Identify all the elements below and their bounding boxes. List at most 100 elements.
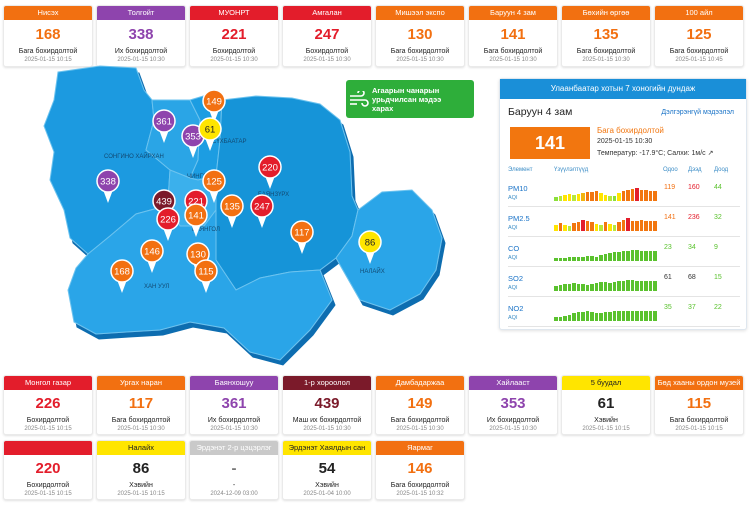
trend-bar [567,257,571,261]
pollutant-row[interactable]: SO2 AQI 61 68 15 [508,267,740,297]
station-marker[interactable]: 135 [220,194,244,228]
trend-bar [621,220,625,231]
col-now: Одоо [663,167,678,173]
station-marker[interactable]: 115 [194,259,218,293]
station-card[interactable]: Толгойт 338 Их бохирдолтой 2025-01-15 10… [96,5,186,67]
pollutant-row[interactable]: NO2 AQI 35 37 22 [508,297,740,327]
trend-bar [567,315,571,321]
station-card[interactable]: Нисэх 168 Бага бохирдолтой 2025-01-15 10… [3,5,93,67]
trend-bar [630,221,634,231]
district-map[interactable]: СОНГИНО ХАЙРХАН ЧИНГЭЛТЭЙ СҮХБААТАР БАЯН… [40,60,450,370]
pollutant-row[interactable]: PM2.5 AQI 141 236 32 [508,207,740,237]
station-marker[interactable]: 149 [202,89,226,123]
station-card[interactable]: Амгалан 247 Бохирдолтой 2025-01-15 10:30 [282,5,372,67]
station-time: 2025-01-15 10:30 [210,57,258,63]
station-card[interactable]: Баянхошуу 361 Их бохирдолтой 2025-01-15 … [189,375,279,435]
details-link[interactable]: Дэлгэрэнгүй мэдээлэл [661,109,734,116]
trend-bar [644,251,648,261]
station-card[interactable]: Бөд хааны ордон музей 115 Бага бохирдолт… [654,375,744,435]
station-level: Бага бохирдолтой [669,417,729,424]
station-marker[interactable]: 338 [96,169,120,203]
station-marker[interactable]: 86 [358,230,382,264]
wind-direction-icon: ↗ [707,150,714,157]
station-time: 2025-01-15 10:15 [24,57,72,63]
station-card[interactable]: 100 айл 125 Бага бохирдолтой 2025-01-15 … [654,5,744,67]
station-name: Эрдэнэт 2-р цэцэрлэг [190,441,278,455]
district-label: СОНГИНО ХАЙРХАН [104,152,164,160]
trend-bar [554,317,558,321]
trend-bar [590,284,594,291]
station-marker[interactable]: 146 [140,239,164,273]
station-marker-value: 221 [188,197,204,208]
station-time: 2025-01-15 10:30 [117,57,165,63]
station-time: 2025-01-15 10:30 [489,426,537,432]
station-name: Баруун 4 зам [469,6,557,20]
district-nalaikh[interactable] [335,189,443,311]
station-card[interactable]: Яармаг 146 Бага бохирдолтой 2025-01-15 1… [375,440,465,500]
station-marker[interactable]: 361 [152,109,176,143]
station-aqi: 86 [132,460,150,477]
station-marker[interactable]: 220 [258,155,282,189]
trend-bar [653,311,657,321]
station-aqi: 117 [128,395,154,412]
station-aqi: 247 [314,26,340,43]
trend-bar [648,191,652,201]
trend-bar [630,280,634,291]
trend-bar [639,251,643,261]
station-marker[interactable]: 168 [110,259,134,293]
station-aqi: 61 [597,395,615,412]
station-card[interactable]: Дамбадаржаа 149 Бага бохирдолтой 2025-01… [375,375,465,435]
station-card[interactable]: Мишээл экспо 130 Бага бохирдолтой 2025-0… [375,5,465,67]
trend-bar [648,251,652,261]
pollutant-unit: AQI [508,315,518,321]
trend-bar [644,221,648,231]
station-name: 1-р хороолол [283,376,371,390]
trend-bar [567,194,571,201]
station-marker[interactable]: 226 [156,207,180,241]
trend-bar [572,313,576,321]
trend-bar [612,282,616,291]
trend-bar [594,191,598,201]
station-card[interactable]: Налайх 86 Хэвийн 2025-01-15 10:15 [96,440,186,500]
station-marker-value: 338 [100,177,116,188]
station-card[interactable]: Монгол газар 226 Бохирдолтой 2025-01-15 … [3,375,93,435]
station-marker[interactable]: 125 [202,169,226,203]
station-card[interactable]: Баруун 4 зам 141 Бага бохирдолтой 2025-0… [468,5,558,67]
station-aqi: 220 [35,460,61,477]
station-marker[interactable]: 247 [250,194,274,228]
panel-aqi: 141 [510,127,590,159]
forecast-button[interactable]: Агаарын чанарын урьдчилсан мэдээ харах [346,80,474,118]
station-level: Хэвийн [129,482,153,489]
station-card[interactable]: Эрдэнэт 2-р цэцэрлэг - - 2024-12-09 03:0… [189,440,279,500]
station-aqi: 221 [221,26,247,43]
station-card[interactable]: Эрдэнэт Хаялдын сан 54 Хэвийн 2025-01-04… [282,440,372,500]
trend-bar [603,222,607,231]
pollutant-min: 44 [714,184,722,191]
trend-bar [581,284,585,291]
district-label: НАЛАЙХ [360,267,385,275]
pollutant-row[interactable]: PM10 AQI 119 160 44 [508,177,740,207]
station-marker[interactable]: 61 [198,117,222,151]
station-card[interactable]: Бөхийн өргөө 135 Бага бохирдолтой 2025-0… [561,5,651,67]
pollutant-row[interactable]: CO AQI 23 34 9 [508,237,740,267]
station-marker[interactable]: 141 [184,203,208,237]
station-name: 100 айл [655,6,743,20]
station-card[interactable]: МУОНРТ 221 Бохирдолтой 2025-01-15 10:30 [189,5,279,67]
station-time: 2024-12-09 03:00 [210,491,258,497]
trend-bar [612,196,616,201]
station-card[interactable]: Ургах наран 117 Бага бохирдолтой 2025-01… [96,375,186,435]
trend-bar [644,190,648,201]
station-time: 2025-01-15 10:15 [117,491,165,497]
station-marker[interactable]: 117 [290,220,314,254]
trend-bar [599,193,603,201]
station-card[interactable]: Хайлааст 353 Их бохирдолтой 2025-01-15 1… [468,375,558,435]
station-card[interactable]: 220 Бохирдолтой 2025-01-15 10:15 [3,440,93,500]
pollutant-trend [554,213,659,231]
station-card[interactable]: 1-р хороолол 439 Маш их бохирдолтой 2025… [282,375,372,435]
station-name [4,441,92,455]
station-level: Маш их бохирдолтой [292,417,362,424]
station-card[interactable]: 5 буудал 61 Хэвийн 2025-01-15 10:15 [561,375,651,435]
pollutant-unit: AQI [508,285,518,291]
trend-bar [644,281,648,291]
trend-bar [617,193,621,201]
